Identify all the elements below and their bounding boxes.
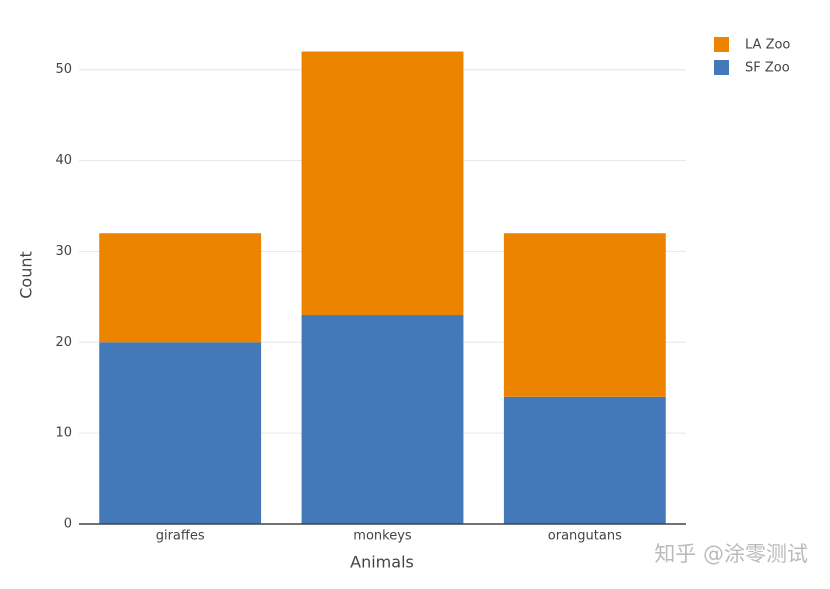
legend-swatch (714, 37, 729, 52)
x-tick-label: giraffes (156, 529, 205, 544)
legend-swatch (714, 60, 729, 75)
y-tick-label: 10 (55, 426, 72, 441)
watermark: 知乎 @涂零测试 (654, 542, 808, 566)
bar-segment (301, 315, 464, 524)
legend-label: SF Zoo (745, 61, 790, 76)
y-tick-label: 30 (55, 244, 72, 259)
legend-label: LA Zoo (745, 38, 790, 53)
y-tick-label: 0 (64, 517, 72, 532)
x-tick-label: orangutans (548, 529, 622, 544)
x-axis-label: Animals (350, 553, 414, 572)
bar-segment (503, 233, 666, 397)
y-tick-label: 50 (55, 62, 72, 77)
x-tick-label: monkeys (353, 529, 412, 544)
bar-segment (99, 233, 262, 343)
bar-segment (99, 342, 262, 524)
y-tick-label: 20 (55, 335, 72, 350)
bar-segment (301, 51, 464, 316)
bar-segment (503, 396, 666, 524)
y-tick-label: 40 (55, 153, 72, 168)
y-axis-label: Count (17, 251, 36, 299)
